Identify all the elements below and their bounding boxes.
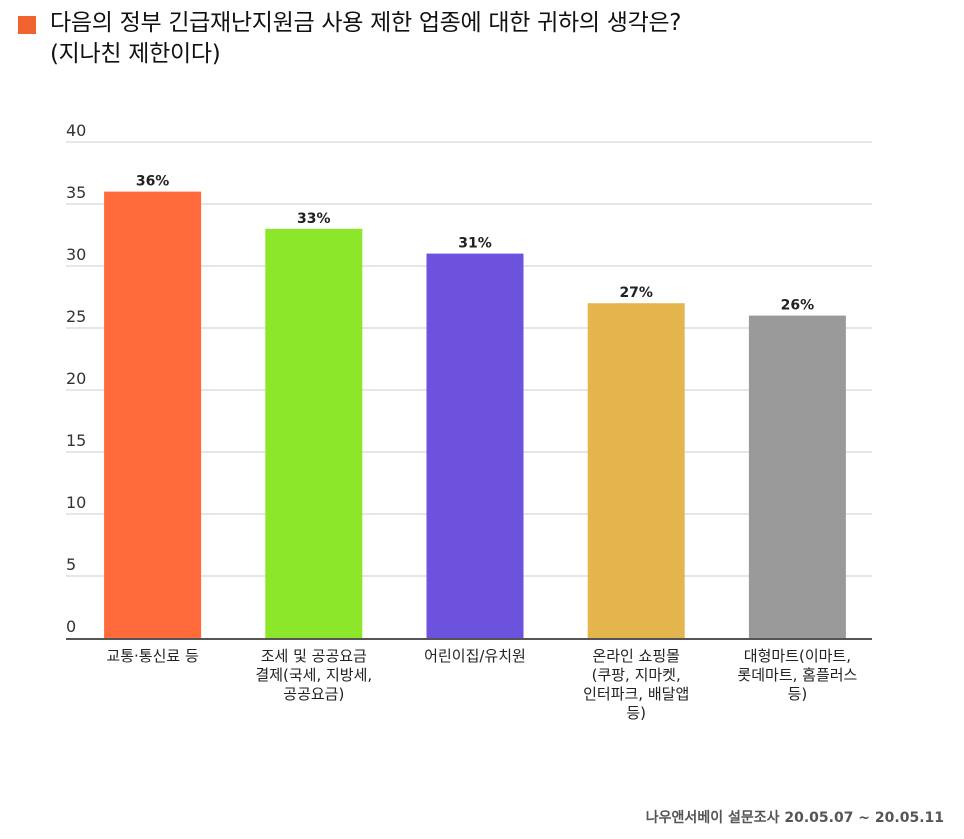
- y-tick-label: 0: [66, 617, 76, 636]
- x-category-label-line: 교통·통신료 등: [106, 647, 199, 665]
- bar-4: [587, 303, 685, 638]
- x-category-label-line: 온라인 쇼핑몰: [592, 647, 680, 665]
- bar-chart: 0 5 10 15 20 25 30 35 40 36% 33% 31% 27% 26%: [66, 121, 872, 640]
- x-category-label-line: 등): [626, 704, 647, 722]
- y-tick-label: 30: [66, 245, 86, 264]
- x-category-label-3: 어린이집/유치원: [400, 647, 550, 666]
- x-category-label-2: 조세 및 공공요금 결제(국세, 지방세, 공공요금): [239, 647, 389, 704]
- x-category-label-line: 롯데마트, 홈플러스: [737, 666, 858, 684]
- y-tick-label: 5: [66, 555, 76, 574]
- y-tick-label: 20: [66, 369, 86, 388]
- chart-title-line1: 다음의 정부 긴급재난지원금 사용 제한 업종에 대한 귀하의 생각은?: [50, 10, 682, 36]
- bar-2: [265, 228, 363, 639]
- y-tick-label: 15: [66, 431, 86, 450]
- x-category-label-5: 대형마트(이마트, 롯데마트, 홈플러스 등): [722, 647, 872, 704]
- chart-title: 다음의 정부 긴급재난지원금 사용 제한 업종에 대한 귀하의 생각은? (지나…: [50, 8, 910, 70]
- data-label-5: 26%: [781, 298, 815, 314]
- bar-3: [426, 253, 524, 638]
- title-marker: [18, 16, 36, 34]
- x-category-label-1: 교통·통신료 등: [78, 647, 228, 666]
- chart-title-line2: (지나친 제한이다): [50, 41, 221, 67]
- bar-1: [104, 191, 202, 638]
- bar-5: [748, 315, 846, 638]
- data-label-1: 36%: [136, 174, 170, 190]
- y-tick-label: 35: [66, 183, 86, 202]
- x-category-label-line: 인터파크, 배달앱: [583, 685, 690, 703]
- y-tick-label: 40: [66, 121, 86, 140]
- y-tick-label: 10: [66, 493, 86, 512]
- x-category-label-line: 등): [787, 685, 808, 703]
- data-label-2: 33%: [297, 211, 331, 227]
- source-note: 나우앤서베이 설문조사 20.05.07 ~ 20.05.11: [645, 810, 944, 826]
- x-category-label-line: 결제(국세, 지방세,: [255, 666, 373, 684]
- y-tick-label: 25: [66, 307, 86, 326]
- x-category-label-line: 대형마트(이마트,: [743, 647, 851, 665]
- x-category-label-4: 온라인 쇼핑몰 (쿠팡, 지마켓, 인터파크, 배달앱 등): [561, 647, 711, 723]
- data-label-4: 27%: [619, 285, 653, 301]
- data-label-3: 31%: [458, 236, 492, 252]
- x-category-label-line: 어린이집/유치원: [424, 647, 526, 665]
- x-category-label-line: (쿠팡, 지마켓,: [591, 666, 681, 684]
- x-category-label-line: 공공요금): [283, 685, 345, 703]
- x-category-label-line: 조세 및 공공요금: [260, 647, 367, 665]
